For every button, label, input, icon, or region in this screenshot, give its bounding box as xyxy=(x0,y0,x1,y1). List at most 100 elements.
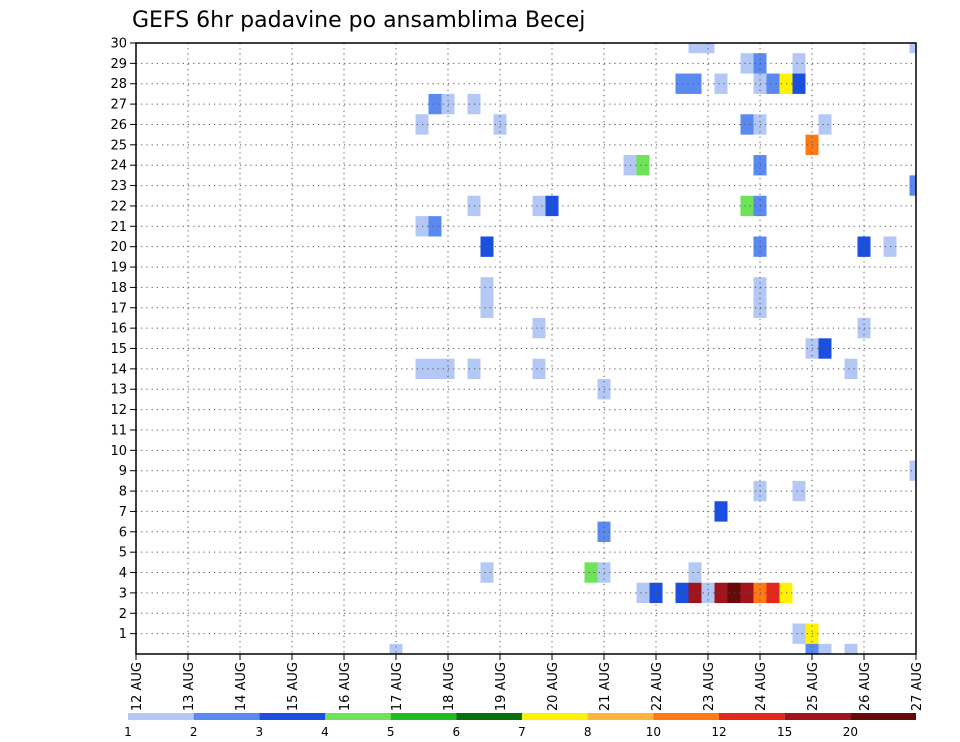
precip-cell xyxy=(532,317,546,339)
y-axis: 1234567891011121314151617181920212223242… xyxy=(110,37,136,642)
precip-cell xyxy=(818,643,832,654)
x-tick-label: 17 AUG xyxy=(390,662,405,711)
y-tick-label: 20 xyxy=(110,240,127,255)
y-tick-label: 22 xyxy=(110,199,127,214)
precip-cell xyxy=(792,53,806,74)
y-tick-label: 17 xyxy=(110,301,127,316)
y-tick-label: 5 xyxy=(119,546,127,561)
precip-cell xyxy=(818,338,832,359)
y-tick-label: 28 xyxy=(110,77,127,92)
y-tick-label: 1 xyxy=(119,627,127,642)
precip-cell xyxy=(740,195,754,217)
precip-cell xyxy=(714,73,728,94)
colorbar-segment xyxy=(259,713,325,720)
colorbar-label: 3 xyxy=(256,725,264,739)
x-tick-label: 14 AUG xyxy=(234,662,249,711)
y-tick-label: 3 xyxy=(119,586,127,601)
colorbar-label: 2 xyxy=(190,725,198,739)
colorbar-segment xyxy=(390,713,457,720)
y-tick-label: 4 xyxy=(119,566,127,581)
y-tick-label: 29 xyxy=(110,57,127,72)
precip-cell xyxy=(636,155,650,176)
y-tick-label: 25 xyxy=(110,138,127,153)
chart-title: GEFS 6hr padavine po ansamblima Becej xyxy=(132,8,585,33)
x-tick-label: 25 AUG xyxy=(806,662,821,711)
y-tick-label: 11 xyxy=(110,423,127,438)
colorbar-label: 8 xyxy=(584,725,592,739)
y-tick-label: 6 xyxy=(119,525,127,540)
precip-cell xyxy=(532,358,546,380)
y-tick-label: 26 xyxy=(110,118,127,133)
precip-cell xyxy=(480,562,494,583)
colorbar-segment xyxy=(193,713,260,720)
precip-cell xyxy=(480,236,494,257)
colorbar-segment xyxy=(522,713,588,720)
y-tick-label: 24 xyxy=(110,159,127,174)
precip-cell xyxy=(740,53,754,74)
colorbar-label: 20 xyxy=(843,725,858,739)
precip-cell xyxy=(740,114,754,135)
y-tick-label: 8 xyxy=(119,485,127,500)
x-tick-label: 24 AUG xyxy=(754,662,769,711)
y-tick-label: 9 xyxy=(119,464,127,479)
y-tick-label: 23 xyxy=(110,179,127,194)
precip-cell xyxy=(688,73,702,94)
x-axis: 12 AUG 13 AUG 14 AUG 15 AUG 16 AUG 17 AUG 18 A… xyxy=(130,654,925,711)
x-tick-label: 12 AUG xyxy=(130,662,145,711)
y-tick-label: 18 xyxy=(110,281,127,296)
precip-cell xyxy=(844,643,858,654)
x-tick-label: 13 AUG xyxy=(182,662,197,711)
x-tick-label: 18 AUG xyxy=(442,662,457,711)
colorbar-label: 1 xyxy=(124,725,132,739)
colorbar: 1 2 3 4 5 6 7 8 10 12 15 20 xyxy=(124,713,916,739)
colorbar-label: 7 xyxy=(518,725,526,739)
colorbar-segment xyxy=(850,713,916,720)
y-tick-label: 12 xyxy=(110,403,127,418)
y-tick-label: 2 xyxy=(119,607,127,622)
precip-cell xyxy=(909,43,916,54)
precip-cell xyxy=(428,216,442,237)
precip-cell xyxy=(636,582,650,604)
precip-cell xyxy=(766,582,780,604)
y-tick-label: 15 xyxy=(110,342,127,357)
precip-cell xyxy=(688,562,702,583)
colorbar-label: 12 xyxy=(711,725,726,739)
y-tick-label: 27 xyxy=(110,98,127,113)
colorbar-segment xyxy=(325,713,391,720)
precip-cell xyxy=(740,582,754,604)
colorbar-segment xyxy=(587,713,654,720)
precip-cell xyxy=(688,582,702,604)
x-tick-label: 23 AUG xyxy=(702,662,717,711)
y-tick-label: 21 xyxy=(110,220,127,235)
precip-cell xyxy=(792,623,806,644)
precip-cell xyxy=(532,195,546,217)
colorbar-label: 10 xyxy=(646,725,661,739)
precip-cell xyxy=(480,297,494,318)
precip-cell xyxy=(714,501,728,522)
y-tick-label: 13 xyxy=(110,383,127,398)
precip-cell xyxy=(428,358,442,380)
x-tick-label: 22 AUG xyxy=(650,662,665,711)
precip-cell xyxy=(792,480,806,502)
colorbar-label: 5 xyxy=(387,725,395,739)
y-tick-label: 7 xyxy=(119,505,127,520)
x-tick-label: 20 AUG xyxy=(546,662,561,711)
precip-cell xyxy=(805,643,819,654)
x-tick-label: 27 AUG xyxy=(910,662,925,711)
x-tick-label: 16 AUG xyxy=(338,662,353,711)
x-tick-label: 21 AUG xyxy=(598,662,613,711)
precip-cell xyxy=(909,175,916,196)
y-tick-label: 16 xyxy=(110,322,127,337)
precip-cell xyxy=(844,358,858,380)
precip-cell xyxy=(909,460,916,481)
y-tick-label: 14 xyxy=(110,362,127,377)
y-tick-label: 10 xyxy=(110,444,127,459)
precip-cell xyxy=(818,114,832,135)
colorbar-segment xyxy=(784,713,851,720)
precip-cell xyxy=(584,562,598,583)
y-tick-label: 19 xyxy=(110,261,127,276)
colorbar-segment xyxy=(719,713,785,720)
colorbar-segment xyxy=(128,713,194,720)
precip-cell xyxy=(701,43,715,54)
